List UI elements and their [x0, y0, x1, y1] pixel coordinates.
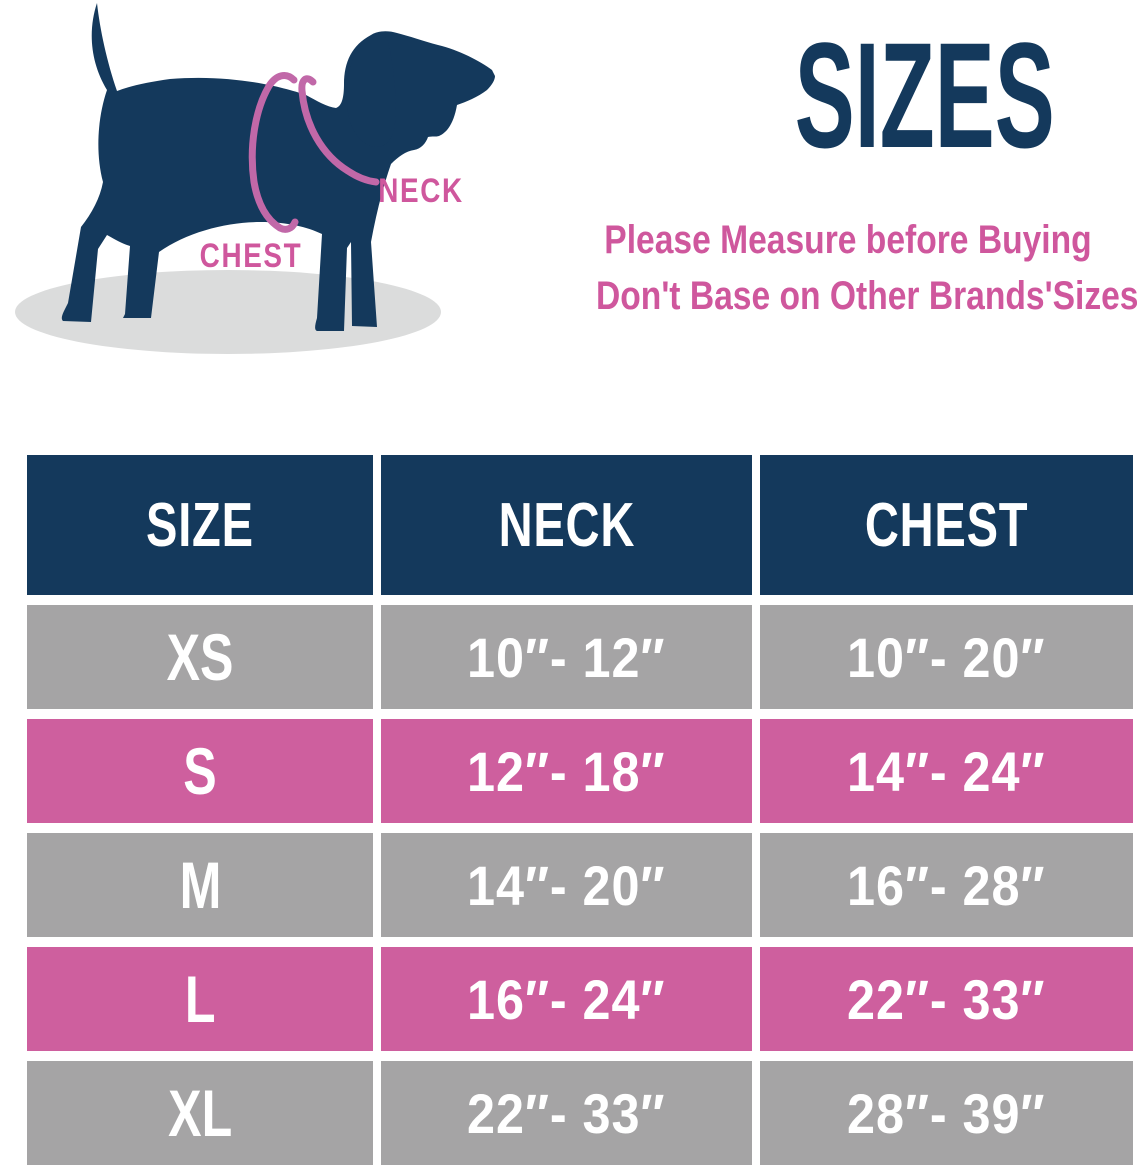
chest-cell: 22″- 33″ [760, 947, 1133, 1051]
neck-cell: 12″- 18″ [381, 719, 752, 823]
neck-diagram-label: NECK [378, 171, 464, 209]
chest-cell-label: 28″- 39″ [847, 1081, 1046, 1145]
chest-cell: 28″- 39″ [760, 1061, 1133, 1165]
header-cell-size: SIZE [27, 455, 373, 595]
neck-cell-label: 22″- 33″ [467, 1081, 666, 1145]
chest-cell: 10″- 20″ [760, 605, 1133, 709]
table-row: XL 22″- 33″ 28″- 39″ [27, 1061, 1133, 1165]
table-row: L 16″- 24″ 22″- 33″ [27, 947, 1133, 1051]
neck-cell-label: 14″- 20″ [467, 853, 666, 917]
chest-cell-label: 14″- 24″ [847, 739, 1046, 803]
chest-cell-label: 22″- 33″ [847, 967, 1046, 1031]
dog-measurement-diagram: NECK CHEST [15, 3, 495, 354]
title-block: SIZES [700, 20, 1137, 170]
size-cell-label: XL [167, 1076, 233, 1150]
size-cell-label: XS [166, 620, 234, 694]
size-cell: L [27, 947, 373, 1051]
size-table: SIZE NECK CHEST XS 10″- 12″ 10″- 20″ S 1… [27, 455, 1133, 1165]
chest-cell: 14″- 24″ [760, 719, 1133, 823]
table-header-row: SIZE NECK CHEST [27, 455, 1133, 595]
size-cell-label: L [184, 962, 216, 1036]
chest-strap-icon [248, 72, 299, 233]
header-cell-neck: NECK [381, 455, 752, 595]
neck-cell-label: 16″- 24″ [467, 967, 666, 1031]
chest-cell-label: 16″- 28″ [847, 853, 1046, 917]
size-cell: S [27, 719, 373, 823]
page-title: SIZES [794, 11, 1056, 179]
table-row: XS 10″- 12″ 10″- 20″ [27, 605, 1133, 709]
subtitle-line-1: Please Measure before Buying [604, 218, 1092, 262]
header-label-chest: CHEST [864, 490, 1029, 560]
size-cell: XS [27, 605, 373, 709]
size-cell-label: S [183, 734, 217, 808]
header-label-neck: NECK [498, 490, 635, 560]
neck-strap-icon [298, 75, 380, 186]
neck-cell: 14″- 20″ [381, 833, 752, 937]
dog-ear-icon [346, 33, 396, 147]
header-label-size: SIZE [146, 490, 254, 560]
table-row: S 12″- 18″ 14″- 24″ [27, 719, 1133, 823]
neck-cell-label: 10″- 12″ [467, 625, 666, 689]
neck-cell: 16″- 24″ [381, 947, 752, 1051]
neck-cell-label: 12″- 18″ [467, 739, 666, 803]
subtitle-block: Please Measure before Buying Don't Base … [548, 212, 1137, 324]
chest-diagram-label: CHEST [200, 236, 303, 274]
neck-cell: 10″- 12″ [381, 605, 752, 709]
header-cell-chest: CHEST [760, 455, 1133, 595]
size-cell: XL [27, 1061, 373, 1165]
chest-cell-label: 10″- 20″ [847, 625, 1046, 689]
size-cell: M [27, 833, 373, 937]
neck-cell: 22″- 33″ [381, 1061, 752, 1165]
subtitle-line-2: Don't Base on Other Brands'Sizes [596, 274, 1137, 318]
size-cell-label: M [179, 848, 221, 922]
table-row: M 14″- 20″ 16″- 28″ [27, 833, 1133, 937]
chest-cell: 16″- 28″ [760, 833, 1133, 937]
